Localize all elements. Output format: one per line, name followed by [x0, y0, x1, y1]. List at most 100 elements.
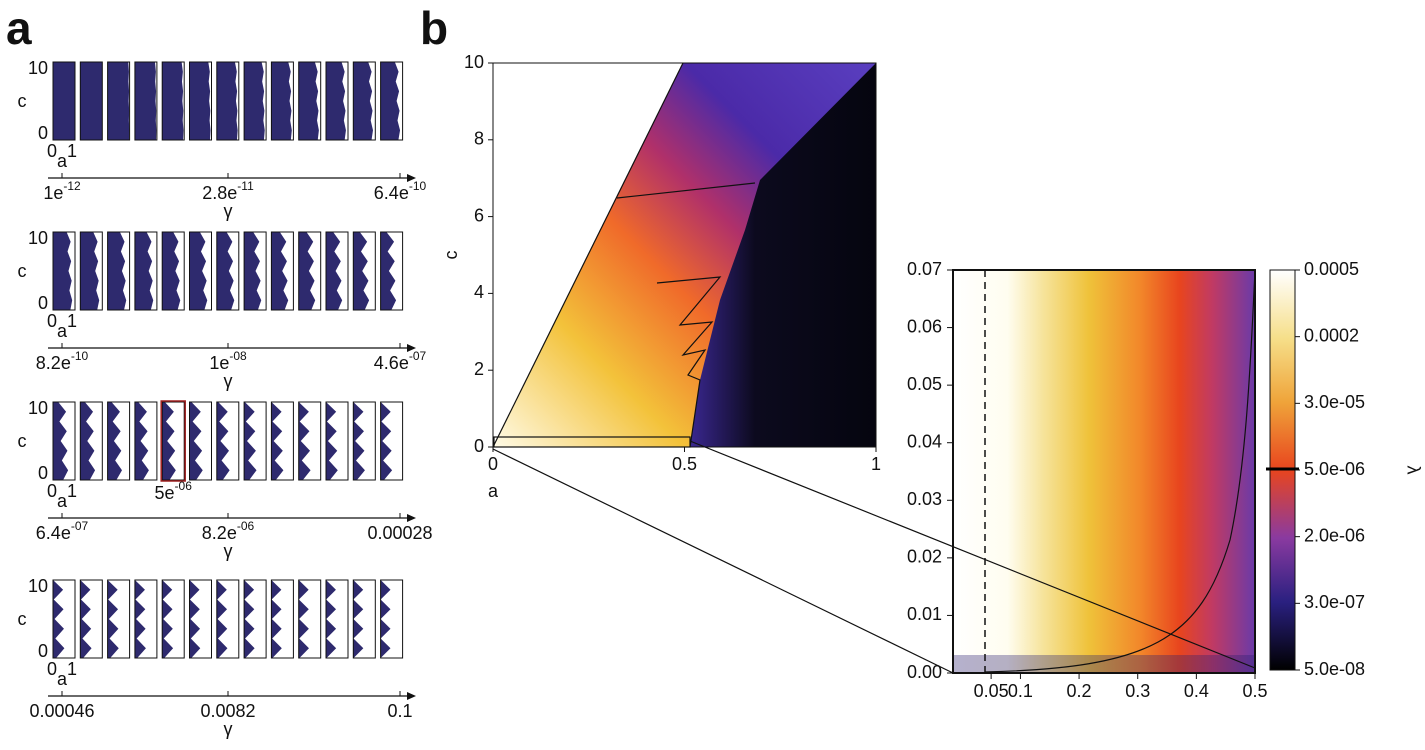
y-tick-label: 0.01: [907, 604, 942, 624]
x-tick-label: 0.1: [1008, 681, 1033, 701]
mini-heatmap-region: [271, 580, 294, 658]
mini-heatmap-region: [326, 402, 348, 480]
axis-arrow: [407, 692, 416, 700]
mini-heatmap-region: [107, 580, 130, 658]
mini-frame: [352, 401, 376, 481]
tick-label: 8.2e-06: [202, 519, 255, 543]
mini-frame: [380, 61, 404, 141]
heatmap-dark-region: [690, 63, 876, 447]
x-tick-label: 0.2: [1067, 681, 1092, 701]
mini-heatmap-region: [244, 402, 267, 480]
mini-frame: [270, 579, 294, 659]
y-tick-label: 0: [38, 463, 48, 483]
mini-heatmap-region: [244, 580, 267, 658]
mini-heatmap-region: [326, 580, 348, 658]
x-axis-label: a: [57, 151, 68, 171]
y-tick-label: 0.06: [907, 316, 942, 336]
mini-heatmap-region: [368, 62, 376, 140]
tick-label: 6.4e-07: [36, 519, 89, 543]
mini-frame: [298, 401, 322, 481]
mini-frame: [243, 401, 267, 481]
mini-heatmap-region: [119, 232, 130, 310]
exponent: -07: [71, 519, 89, 533]
zoom-box: [493, 436, 691, 448]
x-tick-label: 0.5: [672, 454, 697, 474]
axis-arrow: [407, 514, 416, 522]
mini-frame: [52, 61, 76, 141]
mini-frame: [325, 61, 349, 141]
axis-arrow: [407, 344, 416, 352]
mini-frame: [380, 231, 404, 311]
gamma-label: γ: [224, 541, 233, 561]
mini-heatmap-region: [298, 402, 321, 480]
y-tick-label: 10: [28, 228, 48, 248]
mini-heatmap-region: [111, 402, 130, 480]
mini-frame: [189, 231, 212, 311]
mini-frame: [161, 231, 185, 311]
x-axis-label: a: [57, 669, 68, 689]
mini-frame: [161, 579, 185, 659]
x-tick-label: 1: [67, 659, 77, 679]
y-tick-label: 2: [474, 359, 484, 379]
tick-label: 0.00046: [29, 701, 94, 721]
mini-frame: [52, 401, 76, 481]
x-tick-label: 1: [871, 454, 881, 474]
mini-frame: [325, 231, 349, 311]
mini-frame: [134, 401, 158, 481]
y-axis-label: c: [18, 431, 27, 451]
mini-frame: [352, 579, 376, 659]
y-tick-label: 0.00: [907, 662, 942, 682]
mini-heatmap-region: [189, 580, 212, 658]
mini-frame: [243, 579, 267, 659]
mantissa: 1e: [209, 353, 229, 373]
mini-heatmap-region: [84, 402, 103, 480]
exponent: -08: [229, 349, 247, 363]
mini-frame: [270, 231, 294, 311]
mini-frame: [298, 231, 322, 311]
tick-label: 8.2e-10: [36, 349, 89, 373]
colorbar-tick-label: 5.0e-06: [1304, 459, 1365, 479]
mini-heatmap-region: [164, 402, 185, 480]
mantissa: 6.4e: [374, 183, 409, 203]
exponent: -10: [409, 179, 427, 193]
x-tick-label: 0.5: [1242, 681, 1267, 701]
tick-label: 5e-06: [155, 479, 193, 503]
y-tick-label: 10: [28, 398, 48, 418]
mini-heatmap-region: [66, 232, 75, 310]
mantissa: 4.6e: [374, 353, 409, 373]
y-tick-label: 0.04: [907, 431, 942, 451]
mantissa: 0.1: [387, 701, 412, 721]
mini-heatmap-region: [306, 232, 321, 310]
tick-label: 0.00028: [367, 523, 432, 543]
mini-heatmap-region: [226, 232, 239, 310]
y-tick-label: 0.05: [907, 374, 942, 394]
mini-heatmap-region: [353, 580, 376, 658]
y-tick-label: 10: [464, 52, 484, 72]
mini-heatmap-region: [218, 402, 239, 480]
gamma-label: γ: [224, 371, 233, 391]
mini-frame: [352, 61, 376, 141]
mini-heatmap: [244, 62, 267, 140]
boundary: [492, 62, 684, 448]
mini-frame: [107, 401, 131, 481]
y-tick-label: 0.03: [907, 489, 942, 509]
panel-label: a: [6, 2, 32, 54]
mini-frame: [52, 579, 76, 659]
mini-heatmap: [216, 62, 239, 140]
y-axis-label: c: [441, 251, 461, 260]
zoom-line: [689, 440, 1256, 669]
y-tick-label: 0: [38, 293, 48, 313]
colorbar-tick-label: 0.0002: [1304, 325, 1359, 345]
y-tick-label: 10: [28, 58, 48, 78]
y-axis-label: c: [18, 261, 27, 281]
mini-frame: [79, 231, 103, 311]
mini-frame: [352, 231, 376, 311]
mini-frame: [134, 61, 158, 141]
exponent: -06: [237, 519, 255, 533]
mini-heatmap-region: [93, 232, 103, 310]
mantissa: 6.4e: [36, 523, 71, 543]
mini-heatmap: [162, 62, 185, 140]
x-tick-label: 0: [47, 311, 57, 331]
